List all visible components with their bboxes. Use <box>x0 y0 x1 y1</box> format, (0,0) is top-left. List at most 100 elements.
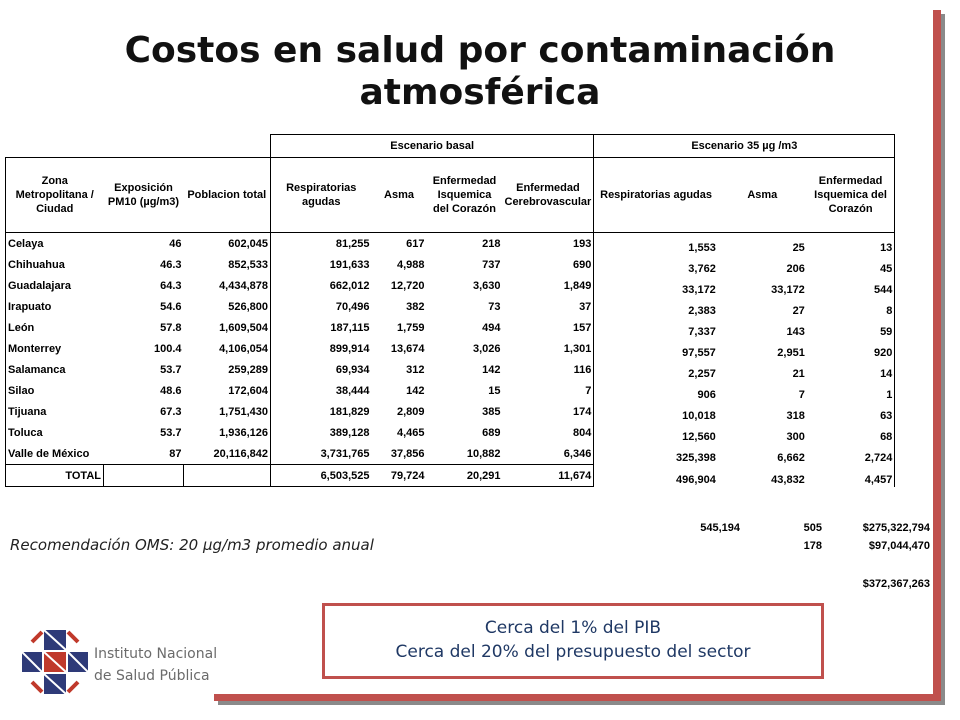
table-cell: 3,731,765 <box>320 447 370 460</box>
table-cell: 13 <box>806 236 896 258</box>
table-cell: 37,856 <box>390 447 425 460</box>
table-cell: 14 <box>806 363 896 384</box>
health-costs-table: Escenario basal Escenario 35 µg /m3 Zona… <box>5 134 896 491</box>
table-cell: 920 <box>806 342 896 363</box>
table-row: León 57.8 1,609,504 187,115 1,759 494 157 7,337… <box>5 317 896 342</box>
table-cell: 300 <box>786 430 805 443</box>
frame-bottom-shadow <box>218 701 945 705</box>
table-cell: 737 <box>482 258 501 271</box>
table-row: Guadalajara 64.3 4,434,878 662,012 12,720 3,6… <box>5 275 896 300</box>
page-title: Costos en salud por contaminación atmosf… <box>60 30 900 114</box>
table-cell: 3,026 <box>472 342 501 355</box>
callout-box: Cerca del 1% del PIB Cerca del 20% del p… <box>322 603 824 679</box>
table-cell: 59 <box>806 321 896 342</box>
table-cell: 143 <box>786 325 805 338</box>
table-cell: 325,398 <box>676 451 716 464</box>
table-cell: Monterrey <box>5 338 104 359</box>
oms-recommendation: Recomendación OMS: 20 µg/m3 promedio anu… <box>10 536 374 554</box>
logo-line-2: de Salud Pública <box>94 668 210 684</box>
table-cell: 193 <box>502 232 595 254</box>
table-cell: Toluca <box>5 422 104 443</box>
total-asma: 79,724 <box>371 464 427 487</box>
header-poblacion: Poblacion total <box>183 157 271 233</box>
table-cell: 2,951 <box>777 346 805 359</box>
table-cell: 97,557 <box>682 346 716 359</box>
title-line-1: Costos en salud por contaminación <box>124 30 836 71</box>
table-cell: 1,936,126 <box>183 422 271 443</box>
table-cell: 191,633 <box>329 258 370 271</box>
table-cell: 13,674 <box>390 342 425 355</box>
table-cell: 3,762 <box>688 262 716 275</box>
table-cell: 899,914 <box>329 342 370 355</box>
frame-right-shadow <box>941 14 945 702</box>
table-cell: 57.8 <box>160 321 182 334</box>
table-cell: Silao <box>5 380 104 401</box>
logo-line-1: Instituto Nacional <box>94 646 218 662</box>
table-cell: 4,434,878 <box>183 275 271 296</box>
table-cell: 20,116,842 <box>183 443 271 465</box>
table-cell: 852,533 <box>183 254 271 275</box>
total-row: TOTAL 6,503,525 79,724 20,291 11,674 496… <box>5 464 896 491</box>
table-cell: 526,800 <box>183 296 271 317</box>
header-zona: Zona Metropolitana / Ciudad <box>5 157 104 233</box>
table-cell: 2,257 <box>688 367 716 380</box>
table-cell: 27 <box>792 304 805 317</box>
table-cell: 10,882 <box>466 447 501 460</box>
table-cell: 662,012 <box>329 279 370 292</box>
table-cell: 87 <box>169 447 182 460</box>
extra-value-e: $97,044,470 <box>868 540 930 552</box>
table-cell: 12,720 <box>390 279 425 292</box>
table-cell: 7 <box>798 388 805 401</box>
table-cell: 33,172 <box>771 283 805 296</box>
table-cell: 68 <box>806 426 896 447</box>
extra-value-f: $372,367,263 <box>862 578 930 590</box>
table-body: Celaya 46 602,045 81,255 617 218 193 1,553 25 13 C… <box>5 232 896 469</box>
table-cell: 7,337 <box>688 325 716 338</box>
header-isquemica: Enfermedad Isquemica del Corazón <box>426 157 503 233</box>
scenario-basal-header: Escenario basal <box>269 134 595 158</box>
table-cell: 33,172 <box>682 283 716 296</box>
table-cell: 157 <box>502 317 595 338</box>
header-respiratorias-35: Respiratorias agudas <box>593 157 718 233</box>
table-cell: 38,444 <box>335 384 370 397</box>
table-cell: 12,560 <box>682 430 716 443</box>
table-cell: 1,751,430 <box>183 401 271 422</box>
table-cell: 206 <box>786 262 805 275</box>
table-row: Silao 48.6 172,604 38,444 142 15 7 906 7 1 <box>5 380 896 405</box>
table-cell: 218 <box>482 237 501 250</box>
extra-value-a: 545,194 <box>700 522 740 534</box>
column-header-row: Zona Metropolitana / Ciudad Exposición P… <box>5 157 896 233</box>
header-asma: Asma <box>371 157 427 233</box>
table-cell: 3,630 <box>472 279 501 292</box>
header-isquemica-35: Enfermedad Isquemica del Corazón <box>806 157 896 233</box>
table-cell: 116 <box>502 359 595 380</box>
table-cell: 6,346 <box>502 443 595 465</box>
table-cell: 382 <box>406 300 425 313</box>
table-cell: 389,128 <box>329 426 370 439</box>
table-cell: 2,724 <box>806 447 896 469</box>
table-cell: 259,289 <box>183 359 271 380</box>
table-row: Monterrey 100.4 4,106,054 899,914 13,674 3,02… <box>5 338 896 363</box>
table-cell: 4,988 <box>396 258 425 271</box>
table-cell: 21 <box>792 367 805 380</box>
table-cell: 181,829 <box>329 405 370 418</box>
table-cell: Salamanca <box>5 359 104 380</box>
table-cell: 318 <box>786 409 805 422</box>
table-cell: 67.3 <box>160 405 182 418</box>
table-cell: 2,383 <box>688 304 716 317</box>
table-row: Salamanca 53.7 259,289 69,934 312 142 116 2,257… <box>5 359 896 384</box>
table-cell: 81,255 <box>335 237 370 250</box>
table-cell: 46 <box>169 237 182 250</box>
total-isquemica-35: 4,457 <box>806 468 896 491</box>
table-cell: 1,553 <box>688 241 716 254</box>
header-exposicion: Exposición PM10 (µg/m3) <box>103 157 184 233</box>
table-cell: 602,045 <box>183 232 271 254</box>
table-row: Irapuato 54.6 526,800 70,496 382 73 37 2,383 27 8 <box>5 296 896 321</box>
table-cell: 4,106,054 <box>183 338 271 359</box>
total-label: TOTAL <box>5 464 104 487</box>
table-cell: 64.3 <box>160 279 182 292</box>
table-row: Tijuana 67.3 1,751,430 181,829 2,809 385 174 10… <box>5 401 896 426</box>
table-cell: Valle de México <box>5 443 104 465</box>
scenario-header-row: Escenario basal Escenario 35 µg /m3 <box>6 134 896 158</box>
table-cell: Tijuana <box>5 401 104 422</box>
